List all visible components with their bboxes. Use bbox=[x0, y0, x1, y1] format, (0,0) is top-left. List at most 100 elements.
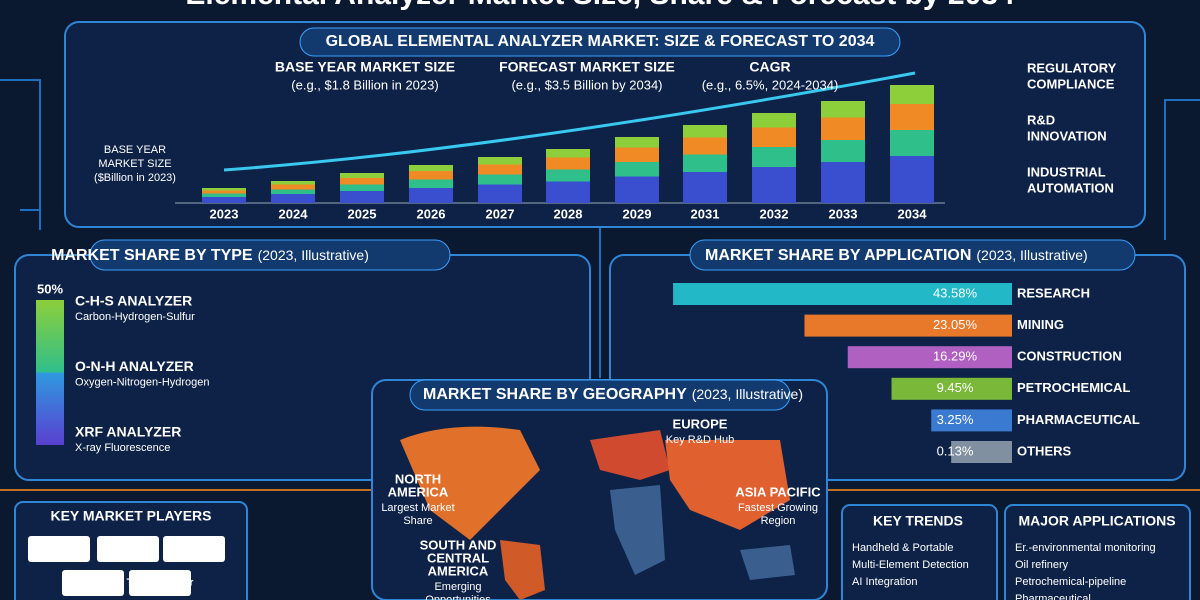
player-name: HORIBA bbox=[174, 544, 213, 555]
region-name: EUROPE bbox=[673, 416, 728, 431]
scale-bar bbox=[36, 300, 64, 445]
geography-header: MARKET SHARE BY GEOGRAPHY (2023, Illustra… bbox=[423, 386, 803, 404]
application-bar bbox=[847, 346, 1012, 369]
player-logo bbox=[62, 570, 124, 596]
type-header: MARKET SHARE BY TYPE (2023, Illustrative) bbox=[51, 247, 369, 265]
year-label: 2029 bbox=[623, 206, 652, 221]
player-logo bbox=[97, 536, 159, 562]
application-name: OTHERS bbox=[1017, 443, 1072, 458]
application-value: 0.13% bbox=[937, 443, 974, 458]
base-label: MARKET SIZE bbox=[98, 158, 171, 170]
stat-label: CAGR bbox=[749, 59, 790, 75]
forecast-bar bbox=[890, 85, 934, 203]
forecast-bar bbox=[340, 173, 384, 203]
forecast-bar bbox=[683, 125, 727, 203]
type-name: O-N-H ANALYZER bbox=[75, 358, 194, 374]
base-label: BASE YEAR bbox=[104, 144, 166, 156]
region-name: AMERICA bbox=[388, 484, 449, 499]
application-bar bbox=[673, 283, 1012, 305]
player-logo bbox=[28, 536, 90, 562]
type-detail: X-ray Fluorescence bbox=[75, 442, 170, 454]
stat-label: BASE YEAR MARKET SIZE bbox=[275, 59, 455, 75]
year-label: 2033 bbox=[829, 206, 858, 221]
year-label: 2024 bbox=[279, 206, 309, 221]
players-title: KEY MARKET PLAYERS bbox=[50, 508, 211, 524]
player-logo bbox=[163, 536, 225, 562]
region-detail: Largest Market bbox=[381, 502, 454, 514]
region-name: AMERICA bbox=[428, 563, 489, 578]
region-detail: Emerging bbox=[434, 581, 481, 593]
region-name: SOUTH AND bbox=[420, 537, 497, 552]
forecast-header: GLOBAL ELEMENTAL ANALYZER MARKET: SIZE &… bbox=[326, 33, 875, 50]
application-bar bbox=[951, 441, 1012, 463]
forecast-bar bbox=[752, 113, 796, 203]
stat-detail: (e.g., $1.8 Billion in 2023) bbox=[291, 77, 438, 92]
application-header: MARKET SHARE BY APPLICATION (2023, Illust… bbox=[705, 247, 1088, 265]
trend-item: Multi-Element Detection bbox=[852, 559, 969, 571]
forecast-bar bbox=[271, 181, 315, 203]
player-name: BRUKER bbox=[107, 544, 151, 555]
trends-title: KEY TRENDS bbox=[873, 513, 963, 529]
year-label: 2026 bbox=[417, 206, 446, 221]
forecast-bar bbox=[615, 137, 659, 203]
region-detail: Opportunities bbox=[425, 594, 491, 600]
driver-label: COMPLIANCE bbox=[1027, 76, 1115, 91]
application-value: 43.58% bbox=[933, 285, 978, 300]
application-value: 23.05% bbox=[933, 317, 978, 332]
type-detail: Carbon-Hydrogen-Sulfur bbox=[75, 311, 195, 323]
forecast-bar bbox=[202, 188, 246, 203]
header-pill bbox=[689, 239, 1136, 271]
forecast-bar bbox=[409, 165, 453, 203]
application-bar bbox=[931, 409, 1012, 432]
type-detail: Oxygen-Nitrogen-Hydrogen bbox=[75, 376, 210, 388]
type-name: XRF ANALYZER bbox=[75, 424, 181, 440]
trend-item: AI Integration bbox=[852, 576, 917, 588]
application-name: PHARMACEUTICAL bbox=[1017, 412, 1140, 427]
application-name: CONSTRUCTION bbox=[1017, 349, 1122, 364]
application-name: RESEARCH bbox=[1017, 285, 1090, 300]
application-bar bbox=[804, 314, 1012, 337]
year-label: 2028 bbox=[554, 206, 583, 221]
driver-label: AUTOMATION bbox=[1027, 180, 1114, 195]
driver-label: R&D bbox=[1027, 112, 1055, 127]
trend-item: Handheld & Portable bbox=[852, 542, 954, 554]
header-pill bbox=[89, 239, 451, 271]
player-logo bbox=[129, 570, 191, 596]
world-map bbox=[400, 426, 795, 600]
region-detail: Share bbox=[403, 515, 432, 527]
region-name: CENTRAL bbox=[427, 550, 489, 565]
year-label: 2027 bbox=[486, 206, 515, 221]
forecast-bar bbox=[821, 101, 865, 203]
region-name: NORTH bbox=[395, 471, 441, 486]
application-item: Petrochemical-pipeline bbox=[1015, 576, 1126, 588]
region-detail: Key R&D Hub bbox=[666, 434, 734, 446]
driver-label: REGULATORY bbox=[1027, 60, 1117, 75]
note: (2023, Illustrative) bbox=[692, 386, 803, 402]
header-pill bbox=[299, 27, 901, 57]
year-label: 2031 bbox=[691, 206, 720, 221]
base-label: ($Billion in 2023) bbox=[94, 172, 176, 184]
player-name: ThermoFisher bbox=[127, 578, 194, 589]
forecast-bar bbox=[546, 149, 590, 203]
year-label: 2023 bbox=[210, 206, 239, 221]
application-value: 9.45% bbox=[937, 380, 974, 395]
trends-panel bbox=[841, 504, 998, 600]
region-name: ASIA PACIFIC bbox=[735, 484, 821, 499]
note: (2023, Illustrative) bbox=[976, 247, 1087, 263]
application-item: Er.-environmental monitoring bbox=[1015, 542, 1156, 554]
trend-line bbox=[223, 71, 916, 172]
year-label: 2034 bbox=[898, 206, 928, 221]
year-label: 2025 bbox=[348, 206, 377, 221]
forecast-bar bbox=[478, 157, 522, 203]
application-name: MINING bbox=[1017, 317, 1064, 332]
stat-label: FORECAST MARKET SIZE bbox=[499, 59, 675, 75]
type-name: C-H-S ANALYZER bbox=[75, 293, 192, 309]
application-value: 3.25% bbox=[937, 412, 974, 427]
application-name: PETROCHEMICAL bbox=[1017, 380, 1130, 395]
scale-label: 50% bbox=[37, 281, 63, 296]
stat-detail: (e.g., 6.5%, 2024-2034) bbox=[702, 77, 839, 92]
driver-label: INNOVATION bbox=[1027, 128, 1107, 143]
region-detail: Region bbox=[761, 515, 796, 527]
